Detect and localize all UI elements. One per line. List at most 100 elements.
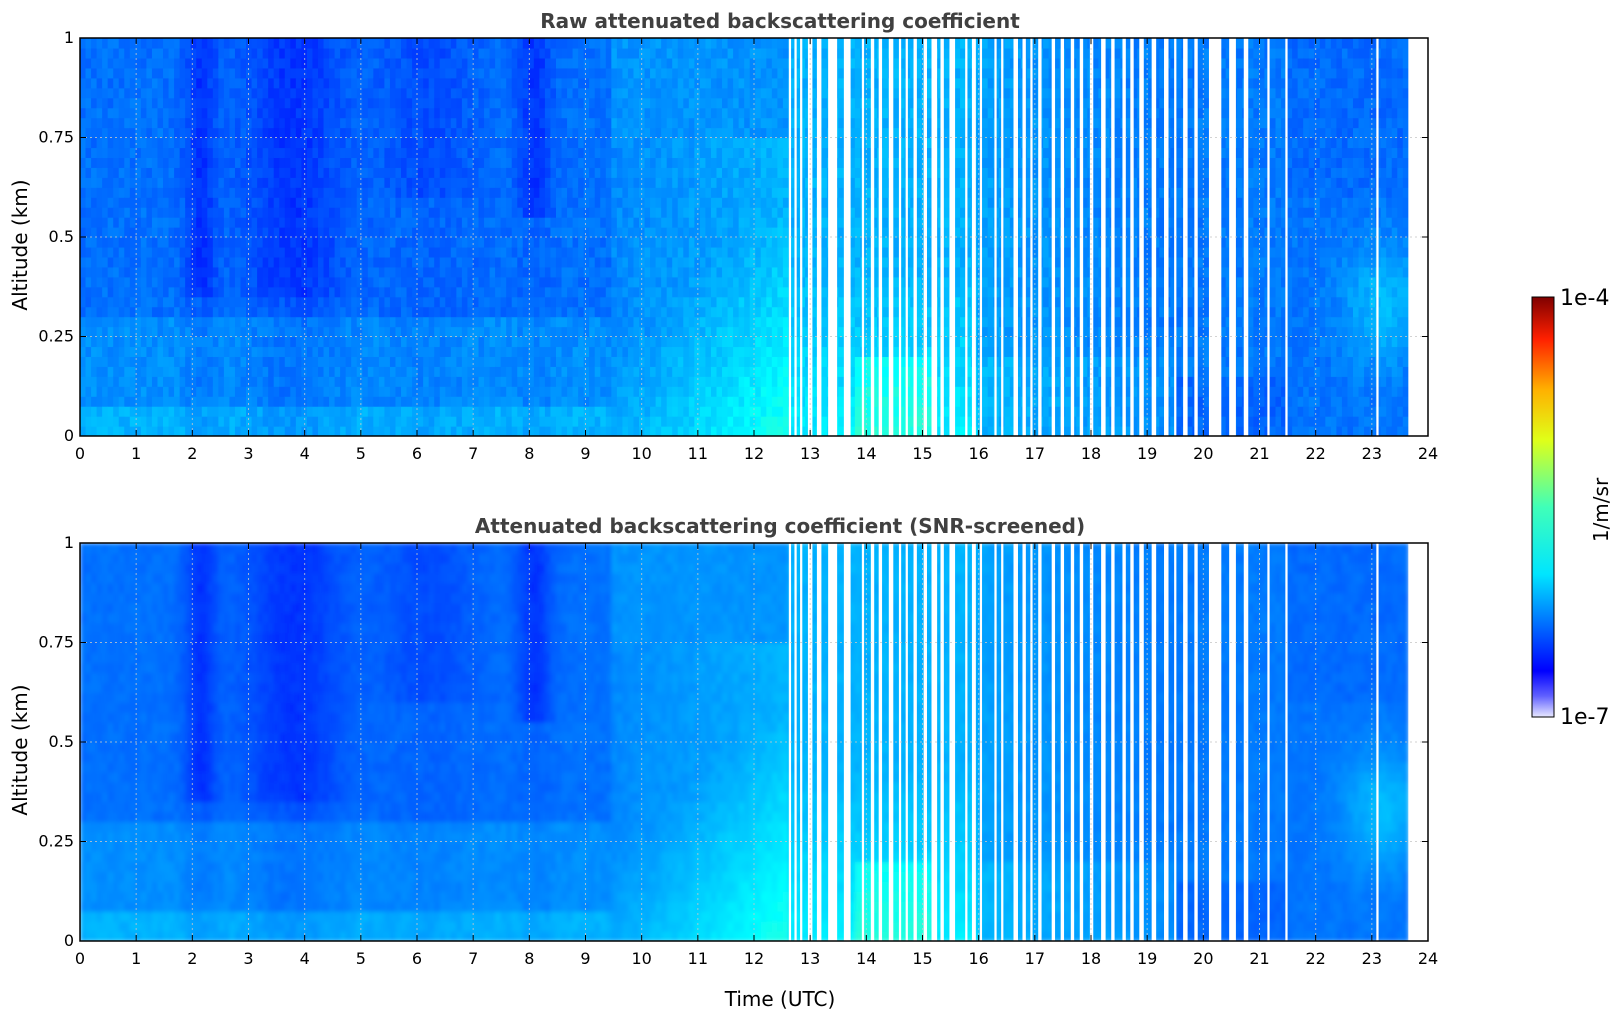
x-tick-label: 9 bbox=[580, 949, 590, 968]
data-gap bbox=[843, 38, 851, 436]
y-tick-label: 0 bbox=[64, 426, 74, 445]
data-gap bbox=[971, 38, 976, 436]
x-tick-label: 20 bbox=[1193, 949, 1213, 968]
x-tick-label: 8 bbox=[524, 444, 534, 463]
x-tick-label: 7 bbox=[468, 949, 478, 968]
data-gap bbox=[931, 543, 938, 941]
x-tick-label: 14 bbox=[856, 949, 876, 968]
x-tick-label: 5 bbox=[356, 949, 366, 968]
x-tick-label: 19 bbox=[1137, 444, 1157, 463]
x-tick-label: 8 bbox=[524, 949, 534, 968]
colorbar-gradient bbox=[1531, 296, 1555, 718]
data-gap bbox=[816, 38, 822, 436]
panel-title-raw: Raw attenuated backscattering coefficien… bbox=[540, 9, 1020, 33]
y-tick-label: 0.5 bbox=[49, 227, 74, 246]
data-gap bbox=[1101, 38, 1106, 436]
colorbar-min-label: 1e-7 bbox=[1560, 705, 1609, 730]
data-gap bbox=[931, 38, 938, 436]
data-gap bbox=[1001, 543, 1004, 941]
x-tick-label: 12 bbox=[744, 949, 764, 968]
panel-raw: Raw attenuated backscattering coefficien… bbox=[8, 9, 1438, 463]
x-tick-label: 10 bbox=[631, 949, 651, 968]
data-gap bbox=[1022, 543, 1026, 941]
x-tick-label: 20 bbox=[1193, 444, 1213, 463]
data-gap bbox=[1022, 38, 1026, 436]
data-gap bbox=[1151, 38, 1157, 436]
data-gap bbox=[870, 543, 875, 941]
x-tick-label: 12 bbox=[744, 444, 764, 463]
plot-area-screened: 0 1 2 3 4 5 6 7 8 9 10 11 12 13 14 15 16 17 18 19 20 21 22 23 24… bbox=[38, 533, 1438, 968]
data-gap bbox=[1060, 38, 1065, 436]
y-tick-label: 0.25 bbox=[38, 832, 74, 851]
x-tick-label: 15 bbox=[912, 444, 932, 463]
data-gap bbox=[1130, 543, 1134, 941]
colorbar-unit-label: 1/m/sr bbox=[1589, 477, 1613, 542]
data-gap bbox=[828, 543, 838, 941]
heatmap-0 bbox=[80, 38, 1428, 436]
data-gap bbox=[1070, 543, 1075, 941]
y-axis-label-raw: Altitude (km) bbox=[8, 179, 32, 310]
data-gap bbox=[949, 543, 956, 941]
data-gap bbox=[1267, 543, 1270, 941]
data-gap bbox=[1122, 38, 1126, 436]
x-tick-label: 10 bbox=[631, 444, 651, 463]
x-tick-label: 3 bbox=[243, 949, 253, 968]
data-gap bbox=[1051, 38, 1056, 436]
x-tick-label: 18 bbox=[1081, 444, 1101, 463]
x-tick-label: 3 bbox=[243, 444, 253, 463]
data-gap bbox=[1376, 38, 1379, 436]
y-tick-label: 1 bbox=[64, 28, 74, 47]
data-gap bbox=[940, 543, 944, 941]
y-tick-label: 0.5 bbox=[49, 732, 74, 751]
data-gap bbox=[1038, 38, 1042, 436]
y-tick-label: 0.75 bbox=[38, 128, 74, 147]
x-tick-label: 18 bbox=[1081, 949, 1101, 968]
data-gap bbox=[843, 543, 851, 941]
y-tick-label: 1 bbox=[64, 533, 74, 552]
data-gap bbox=[828, 38, 838, 436]
data-gap bbox=[1051, 543, 1056, 941]
x-tick-label: 6 bbox=[412, 444, 422, 463]
data-gap bbox=[1038, 543, 1042, 941]
panel-screened: Attenuated backscattering coefficient (S… bbox=[8, 514, 1438, 1011]
colorbar: 1e-4 1e-7 1/m/sr bbox=[1531, 286, 1613, 730]
data-gap bbox=[971, 543, 976, 941]
x-tick-label: 13 bbox=[800, 444, 820, 463]
data-gap bbox=[1101, 543, 1106, 941]
data-gap bbox=[1070, 38, 1075, 436]
x-tick-label: 22 bbox=[1305, 949, 1325, 968]
data-gap bbox=[949, 38, 956, 436]
plot-area-raw: 0 1 2 3 4 5 6 7 8 9 10 11 12 13 14 15 16 17 18 19 20 21 22 23 24… bbox=[38, 28, 1438, 463]
data-gap bbox=[1111, 543, 1115, 941]
x-tick-label: 11 bbox=[688, 444, 708, 463]
data-gap bbox=[788, 543, 792, 941]
data-gap bbox=[861, 38, 865, 436]
data-gap bbox=[1376, 543, 1379, 941]
y-tick-label: 0.25 bbox=[38, 327, 74, 346]
x-tick-label: 24 bbox=[1418, 949, 1438, 968]
x-tick-label: 6 bbox=[412, 949, 422, 968]
data-gap bbox=[1151, 543, 1157, 941]
x-tick-label: 7 bbox=[468, 444, 478, 463]
data-gap bbox=[1229, 38, 1236, 436]
data-gap bbox=[1001, 38, 1004, 436]
x-tick-label: 0 bbox=[75, 949, 85, 968]
x-axis-label: Time (UTC) bbox=[724, 987, 836, 1011]
data-gap bbox=[1060, 543, 1065, 941]
x-tick-label: 23 bbox=[1362, 444, 1382, 463]
x-tick-label: 15 bbox=[912, 949, 932, 968]
y-axis-label-screened: Altitude (km) bbox=[8, 684, 32, 815]
data-gap bbox=[1111, 38, 1115, 436]
x-tick-label: 2 bbox=[187, 949, 197, 968]
data-gap bbox=[1122, 543, 1126, 941]
data-gap bbox=[816, 543, 822, 941]
x-tick-label: 23 bbox=[1362, 949, 1382, 968]
x-tick-label: 4 bbox=[300, 444, 310, 463]
x-tick-label: 9 bbox=[580, 444, 590, 463]
y-tick-label: 0.75 bbox=[38, 633, 74, 652]
x-tick-label: 14 bbox=[856, 444, 876, 463]
x-tick-label: 4 bbox=[300, 949, 310, 968]
data-gap bbox=[861, 543, 865, 941]
gridlines bbox=[80, 543, 1428, 941]
